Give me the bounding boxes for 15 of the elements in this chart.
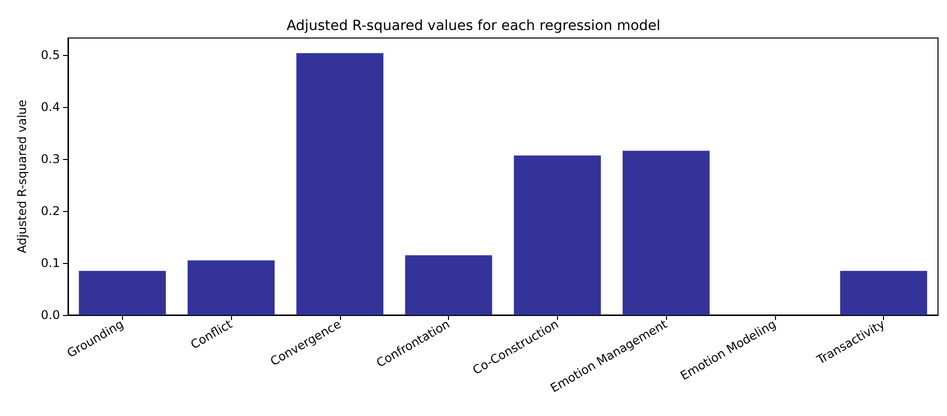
bar bbox=[840, 270, 928, 315]
bar bbox=[296, 53, 384, 315]
bar bbox=[622, 150, 710, 315]
bar bbox=[78, 270, 166, 315]
y-tick-label: 0.3 bbox=[40, 152, 60, 166]
y-tick-label: 0.0 bbox=[40, 308, 60, 322]
y-tick-label: 0.4 bbox=[40, 100, 60, 114]
y-tick-label: 0.5 bbox=[40, 48, 60, 62]
bar bbox=[514, 155, 601, 315]
bar bbox=[188, 260, 275, 315]
y-axis-title: Adjusted R-squared value bbox=[15, 100, 29, 254]
y-tick-label: 0.2 bbox=[40, 204, 60, 218]
chart-title: Adjusted R-squared values for each regression model bbox=[286, 18, 660, 34]
bar bbox=[405, 255, 492, 315]
y-tick-label: 0.1 bbox=[40, 256, 60, 270]
